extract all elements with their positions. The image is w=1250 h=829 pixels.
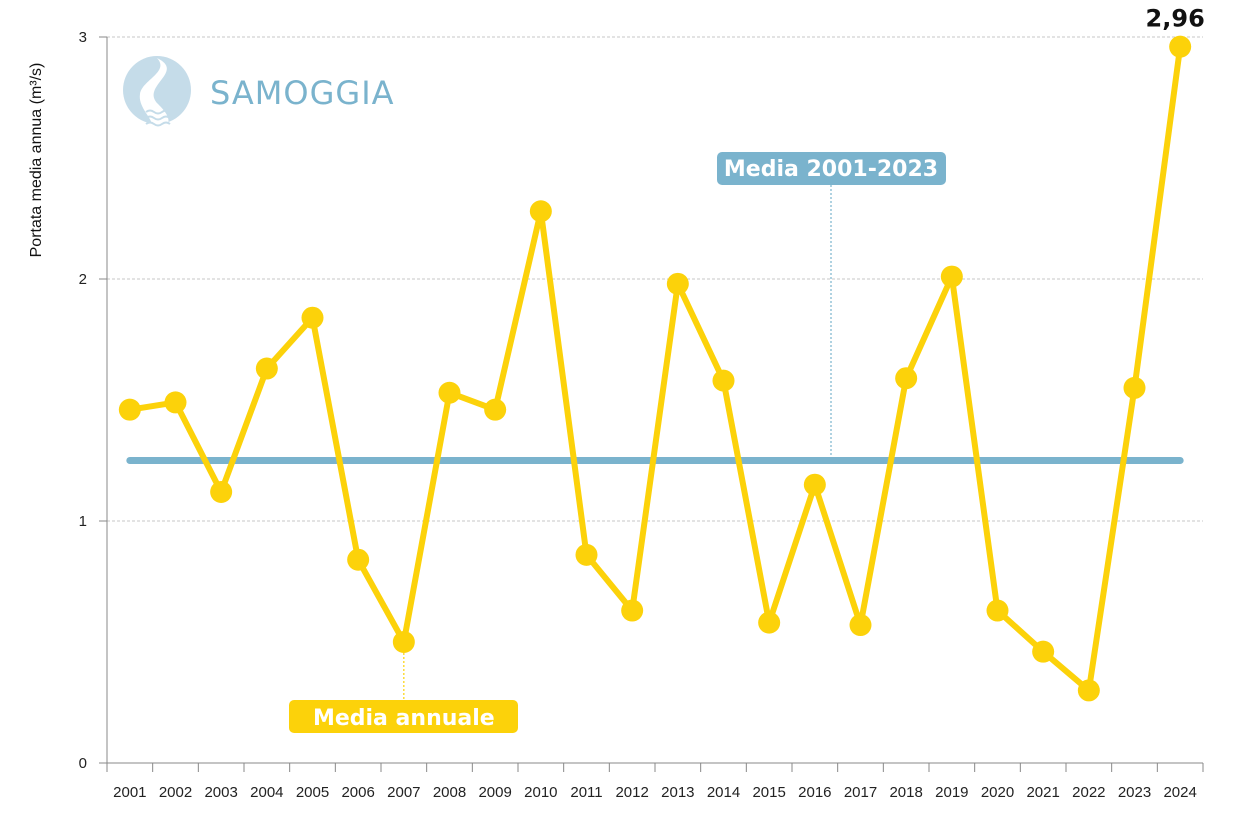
data-point-2005 bbox=[301, 306, 324, 329]
last-value-label: 2,96 bbox=[1146, 5, 1205, 33]
x-tick-label: 2023 bbox=[1118, 784, 1151, 801]
grid bbox=[107, 36, 1203, 522]
data-point-2023 bbox=[1123, 376, 1146, 399]
callouts: Media 2001-2023 Media annuale 2,96 bbox=[289, 5, 1205, 733]
x-tick-label: 2020 bbox=[981, 784, 1014, 801]
x-tick-label: 2005 bbox=[296, 784, 329, 801]
data-point-2004 bbox=[255, 357, 278, 380]
x-tick-label: 2003 bbox=[204, 784, 237, 801]
x-tick-label: 2024 bbox=[1163, 784, 1196, 801]
x-tick-label: 2007 bbox=[387, 784, 420, 801]
data-point-2002 bbox=[164, 391, 187, 414]
data-point-2017 bbox=[849, 614, 872, 637]
x-tick-label: 2008 bbox=[433, 784, 466, 801]
x-tick-label: 2017 bbox=[844, 784, 877, 801]
data-point-2024 bbox=[1169, 35, 1192, 58]
series-callout-label: Media annuale bbox=[313, 706, 495, 731]
x-tick-label: 2021 bbox=[1026, 784, 1059, 801]
x-tick-label: 2002 bbox=[159, 784, 192, 801]
x-tick-label: 2009 bbox=[478, 784, 511, 801]
data-point-2021 bbox=[1032, 640, 1055, 663]
brand-logo: SAMOGGIA bbox=[123, 56, 395, 127]
river-drop-icon bbox=[123, 56, 191, 127]
x-tick-label: 2010 bbox=[524, 784, 557, 801]
x-tick-label: 2011 bbox=[570, 784, 602, 801]
y-tick-label: 3 bbox=[79, 29, 87, 46]
data-point-2009 bbox=[484, 398, 507, 421]
data-point-2018 bbox=[895, 367, 918, 390]
brand-name: SAMOGGIA bbox=[210, 74, 395, 112]
data-point-2006 bbox=[347, 548, 370, 571]
data-point-2013 bbox=[666, 272, 689, 295]
data-point-2008 bbox=[438, 381, 461, 404]
mean-callout: Media 2001-2023 bbox=[717, 152, 946, 457]
y-axis-label: Portata media annua (m³/s) bbox=[28, 63, 45, 258]
data-point-2010 bbox=[529, 200, 552, 223]
data-point-2022 bbox=[1077, 679, 1100, 702]
series-callout: Media annuale bbox=[289, 653, 518, 733]
x-tick-label: 2019 bbox=[935, 784, 968, 801]
data-point-2001 bbox=[118, 398, 141, 421]
data-point-2015 bbox=[758, 611, 781, 634]
data-point-2016 bbox=[803, 473, 826, 496]
x-tick-label: 2014 bbox=[707, 784, 740, 801]
data-point-2020 bbox=[986, 599, 1009, 622]
x-tick-label: 2004 bbox=[250, 784, 283, 801]
y-tick-label: 2 bbox=[79, 271, 87, 288]
series-line bbox=[126, 43, 1184, 694]
x-tick-label: 2012 bbox=[615, 784, 648, 801]
mean-callout-label: Media 2001-2023 bbox=[724, 157, 938, 182]
data-point-2003 bbox=[210, 480, 233, 503]
x-tick-label: 2006 bbox=[341, 784, 374, 801]
data-point-2014 bbox=[712, 369, 735, 392]
y-tick-label: 0 bbox=[79, 755, 87, 772]
y-tick-label: 1 bbox=[79, 513, 87, 530]
data-point-2011 bbox=[575, 543, 598, 566]
x-tick-label: 2022 bbox=[1072, 784, 1105, 801]
x-tick-label: 2001 bbox=[113, 784, 146, 801]
x-tick-label: 2016 bbox=[798, 784, 831, 801]
x-tick-label: 2013 bbox=[661, 784, 694, 801]
series-callout-box bbox=[289, 700, 518, 733]
series-line-group bbox=[118, 35, 1192, 702]
data-point-2012 bbox=[621, 599, 644, 622]
axes: 0 1 2 3 2001 2002 2003 2004 2005 2006 2007 2008 2009… bbox=[79, 29, 1204, 801]
x-tick-label: 2015 bbox=[752, 784, 785, 801]
data-point-2019 bbox=[940, 265, 963, 288]
mean-callout-box bbox=[717, 152, 946, 185]
data-point-2007 bbox=[392, 631, 415, 653]
x-tick-label: 2018 bbox=[889, 784, 922, 801]
